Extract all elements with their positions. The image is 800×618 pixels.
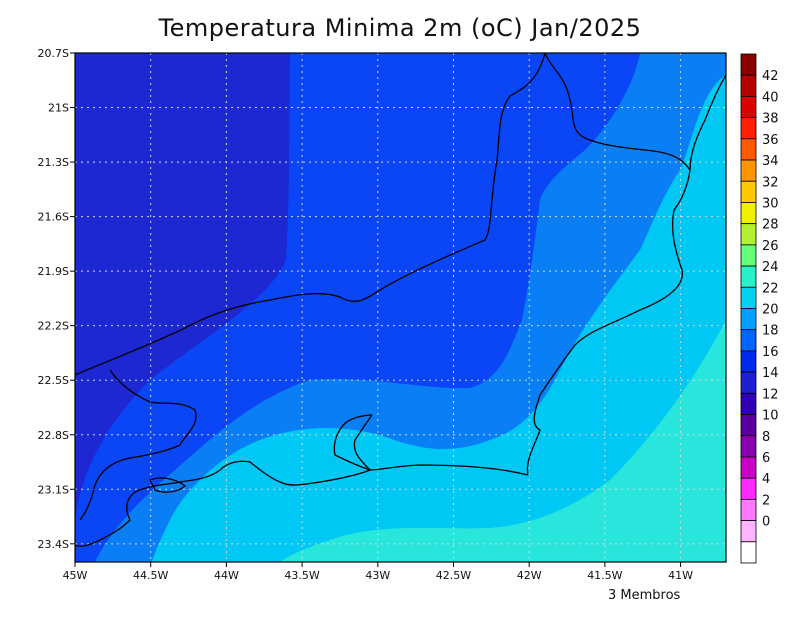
colorbar-label: 8	[762, 430, 770, 445]
map-title: Temperatura Minima 2m (oC) Jan/2025	[158, 14, 642, 42]
colorbar-swatch	[740, 244, 757, 267]
colorbar-label: 28	[762, 218, 779, 233]
lon-tick-label: 42W	[517, 569, 542, 582]
lat-tick-label: 21.6S	[38, 211, 69, 224]
lon-tick-label: 43.5W	[284, 569, 319, 582]
lat-tick-label: 21.9S	[38, 265, 69, 278]
colorbar-swatch	[740, 96, 757, 119]
band-22-24	[280, 320, 726, 562]
colorbar-swatch	[740, 329, 757, 352]
colorbar-swatch	[740, 202, 757, 225]
lon-tick-label: 45W	[63, 569, 88, 582]
lat-tick-label: 23.4S	[38, 538, 69, 551]
colorbar-swatch	[740, 180, 757, 203]
colorbar-label: 12	[762, 387, 779, 402]
band-20-22	[152, 75, 726, 562]
plot-frame	[74, 52, 727, 563]
lon-tick-label: 43W	[365, 569, 390, 582]
lat-tick-label: 21.3S	[38, 156, 69, 169]
colorbar-label: 26	[762, 239, 779, 254]
colorbar-label: 18	[762, 324, 779, 339]
lat-tick-label: 20.7S	[38, 47, 69, 60]
lon-tick-label: 42.5W	[436, 569, 471, 582]
colorbar-label: 38	[762, 112, 779, 127]
colorbar-label: 4	[762, 472, 770, 487]
colorbar-label: 10	[762, 409, 779, 424]
inland-border-west	[79, 369, 197, 521]
coastline-south	[333, 414, 529, 476]
colorbar-label: 30	[762, 196, 779, 211]
colorbar-label: 6	[762, 451, 770, 466]
colorbar-label: 20	[762, 303, 779, 318]
colorbar-swatch	[740, 117, 757, 140]
colorbar-label: 40	[762, 90, 779, 105]
colorbar-label: 0	[762, 515, 770, 530]
lat-tick-label: 22.2S	[38, 320, 69, 333]
colorbar-label: 22	[762, 281, 779, 296]
members-note: 3 Membros	[608, 588, 681, 603]
colorbar-swatch	[740, 223, 757, 246]
colorbar-swatch	[740, 498, 757, 521]
colorbar-swatch	[740, 477, 757, 500]
colorbar-label: 14	[762, 366, 779, 381]
lat-tick-label: 23.1S	[38, 483, 69, 496]
colorbar-swatch	[740, 435, 757, 458]
lat-tick-label: 21S	[48, 102, 69, 115]
lat-tick-label: 22.5S	[38, 374, 69, 387]
ilha-grande	[149, 477, 187, 493]
graticule-grid	[75, 53, 726, 562]
lon-tick-label: 44.5W	[133, 569, 168, 582]
colorbar-swatch	[740, 350, 757, 373]
colorbar-swatch	[740, 138, 757, 161]
state-border-north	[75, 53, 546, 376]
colorbar-swatch	[740, 286, 757, 309]
state-border-east	[526, 53, 691, 476]
colorbar-label: 42	[762, 69, 779, 84]
temperature-field	[75, 53, 726, 562]
guanabara-bay	[75, 414, 373, 547]
colorbar-swatch	[740, 265, 757, 288]
colorbar-swatch	[740, 159, 757, 182]
colorbar-swatch	[740, 520, 757, 543]
longitude-axis: 45W 44.5W 44W 43.5W 43W 42.5W 42W 41.5W 41W	[63, 562, 693, 582]
colorbar-swatch	[740, 541, 757, 564]
lon-tick-label: 41.5W	[587, 569, 622, 582]
lon-tick-label: 44W	[214, 569, 239, 582]
lon-tick-label: 41W	[668, 569, 693, 582]
colorbar-swatch	[740, 53, 757, 76]
lat-tick-label: 22.8S	[38, 429, 69, 442]
colorbar-swatch	[740, 308, 757, 331]
colorbar-swatch	[740, 392, 757, 415]
coast-east-tip	[689, 74, 726, 171]
colorbar-swatch	[740, 74, 757, 97]
latitude-axis: 20.7S 21S 21.3S 21.6S 21.9S 22.2S 22.5S 22.8S 23…	[38, 47, 75, 551]
colorbar-label: 34	[762, 154, 779, 169]
colorbar-swatch	[740, 371, 757, 394]
colorbar-label: 16	[762, 345, 779, 360]
colorbar-swatch	[740, 456, 757, 479]
colorbar-label: 2	[762, 493, 770, 508]
colorbar-label: 24	[762, 260, 779, 275]
colorbar-swatch	[740, 414, 757, 437]
coastline-boundaries	[75, 53, 726, 547]
colorbar-label: 32	[762, 175, 779, 190]
colorbar-label: 36	[762, 133, 779, 148]
